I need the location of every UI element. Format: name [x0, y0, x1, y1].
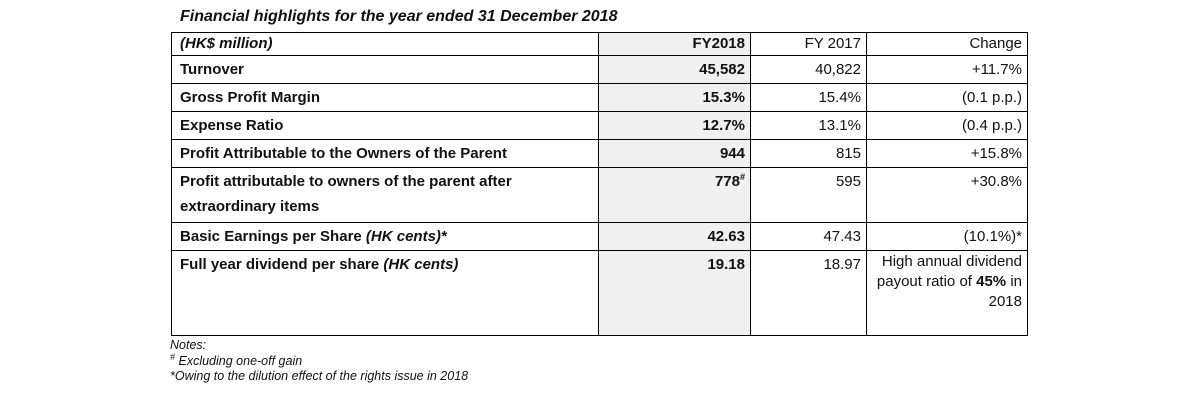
- cell-change: High annual dividend payout ratio of 45%…: [866, 250, 1028, 336]
- cell-change: (0.4 p.p.): [866, 111, 1028, 140]
- cell-value: 778: [714, 173, 740, 190]
- row-label-unit: (HK cents)*: [365, 228, 447, 245]
- notes-heading: Notes:: [170, 338, 207, 352]
- row-label: Expense Ratio: [171, 111, 599, 140]
- row-label-text: Basic Earnings per Share: [180, 228, 366, 245]
- col-header-unit: (HK$ million): [171, 32, 599, 56]
- col-header-change: Change: [866, 32, 1028, 56]
- row-label: Basic Earnings per Share (HK cents)*: [171, 222, 599, 251]
- table-row-turnover: Turnover 45,582 40,822 +11.7%: [171, 55, 1028, 84]
- note-item: # Excluding one-off gain: [170, 351, 468, 370]
- notes: Notes: # Excluding one-off gain *Owing t…: [170, 338, 468, 385]
- cell-change: (10.1%)*: [866, 222, 1028, 251]
- change-text: in 2018: [988, 273, 1022, 310]
- cell-fy2017: 595: [750, 167, 867, 223]
- cell-fy2017: 815: [750, 139, 867, 168]
- cell-change: +15.8%: [866, 139, 1028, 168]
- row-label-unit: (HK cents): [383, 256, 459, 273]
- col-header-fy2017: FY 2017: [750, 32, 867, 56]
- table-header-row: (HK$ million) FY2018 FY 2017 Change: [171, 32, 1028, 56]
- table-row-expense-ratio: Expense Ratio 12.7% 13.1% (0.4 p.p.): [171, 111, 1028, 140]
- cell-change: +30.8%: [866, 167, 1028, 223]
- cell-fy2017: 40,822: [750, 55, 867, 84]
- cell-change: +11.7%: [866, 55, 1028, 84]
- cell-fy2017: 13.1%: [750, 111, 867, 140]
- table-row-dividend: Full year dividend per share (HK cents) …: [171, 250, 1028, 336]
- page-title: Financial highlights for the year ended …: [180, 8, 618, 25]
- cell-fy2017: 18.97: [750, 250, 867, 336]
- row-label-text: Full year dividend per share: [180, 256, 384, 273]
- cell-fy2018: 15.3%: [598, 83, 751, 112]
- change-text: High annual dividend payout ratio of: [876, 253, 1022, 290]
- cell-fy2018: 778#: [598, 167, 751, 223]
- cell-fy2017: 47.43: [750, 222, 867, 251]
- note-text: Excluding one-off gain: [175, 353, 303, 368]
- cell-fy2018: 12.7%: [598, 111, 751, 140]
- col-header-fy2018: FY2018: [598, 32, 751, 56]
- change-highlight: 45%: [976, 273, 1007, 290]
- note-text: Owing to the dilution effect of the righ…: [174, 369, 469, 383]
- table-row-basic-eps: Basic Earnings per Share (HK cents)* 42.…: [171, 222, 1028, 251]
- cell-fy2017: 15.4%: [750, 83, 867, 112]
- cell-fy2018: 42.63: [598, 222, 751, 251]
- cell-fy2018: 944: [598, 139, 751, 168]
- row-label: Turnover: [171, 55, 599, 84]
- note-item: *Owing to the dilution effect of the rig…: [170, 369, 468, 385]
- cell-fy2018: 19.18: [598, 250, 751, 336]
- cell-change: (0.1 p.p.): [866, 83, 1028, 112]
- note-marker-asterisk: *: [170, 369, 175, 383]
- table-row-profit-after-extraordinary: Profit attributable to owners of the par…: [171, 167, 1028, 223]
- footnote-marker-hash: #: [739, 172, 745, 182]
- row-label: Full year dividend per share (HK cents): [171, 250, 599, 336]
- table-row-gross-profit-margin: Gross Profit Margin 15.3% 15.4% (0.1 p.p…: [171, 83, 1028, 112]
- cell-fy2018: 45,582: [598, 55, 751, 84]
- row-label: Gross Profit Margin: [171, 83, 599, 112]
- note-marker-hash: #: [170, 351, 176, 362]
- row-label: Profit Attributable to the Owners of the…: [171, 139, 599, 168]
- financial-highlights-table: (HK$ million) FY2018 FY 2017 Change Turn…: [171, 32, 1028, 336]
- table-row-profit-attributable: Profit Attributable to the Owners of the…: [171, 139, 1028, 168]
- row-label: Profit attributable to owners of the par…: [171, 167, 599, 223]
